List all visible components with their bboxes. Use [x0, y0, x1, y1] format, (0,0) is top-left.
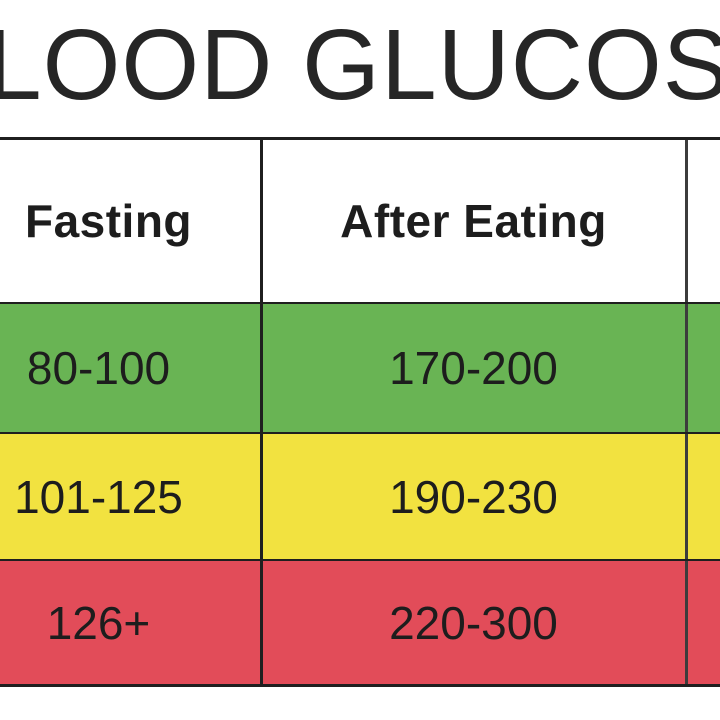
header-cell-after-eating: After Eating — [261, 140, 686, 302]
cell-partial — [686, 434, 720, 559]
column-divider — [260, 140, 263, 685]
page-title: LOOD GLUCOSE — [0, 9, 720, 121]
header-cell-fasting: Fasting — [0, 140, 261, 302]
cell-partial — [686, 304, 720, 432]
table-row: 126+ 220-300 — [0, 561, 720, 684]
header-cell-partial — [686, 140, 720, 302]
cell-after-eating: 220-300 — [261, 561, 686, 684]
title-divider — [0, 137, 720, 140]
header-label-after-eating: After Eating — [340, 195, 607, 247]
cell-partial — [686, 561, 720, 684]
column-divider — [685, 140, 688, 685]
value-after-eating: 170-200 — [389, 342, 558, 394]
value-fasting: 126+ — [46, 596, 151, 649]
cell-after-eating: 190-230 — [261, 434, 686, 559]
cell-fasting: 101-125 — [0, 434, 261, 559]
value-after-eating: 190-230 — [389, 470, 558, 523]
row-divider — [0, 559, 720, 561]
table-row: 101-125 190-230 — [0, 434, 720, 559]
bottom-margin — [0, 687, 720, 720]
cell-after-eating: 170-200 — [261, 304, 686, 432]
cell-fasting: 126+ — [0, 561, 261, 684]
row-divider — [0, 302, 720, 304]
value-fasting: 101-125 — [14, 470, 183, 523]
header-label-fasting: Fasting — [24, 195, 193, 247]
row-divider — [0, 432, 720, 434]
table-bottom-border — [0, 684, 720, 687]
value-after-eating: 220-300 — [389, 596, 558, 649]
cell-fasting: 80-100 — [0, 304, 261, 432]
table-header-row: Fasting After Eating — [0, 140, 720, 302]
table-row: 80-100 170-200 — [0, 304, 720, 432]
value-fasting: 80-100 — [26, 342, 171, 394]
